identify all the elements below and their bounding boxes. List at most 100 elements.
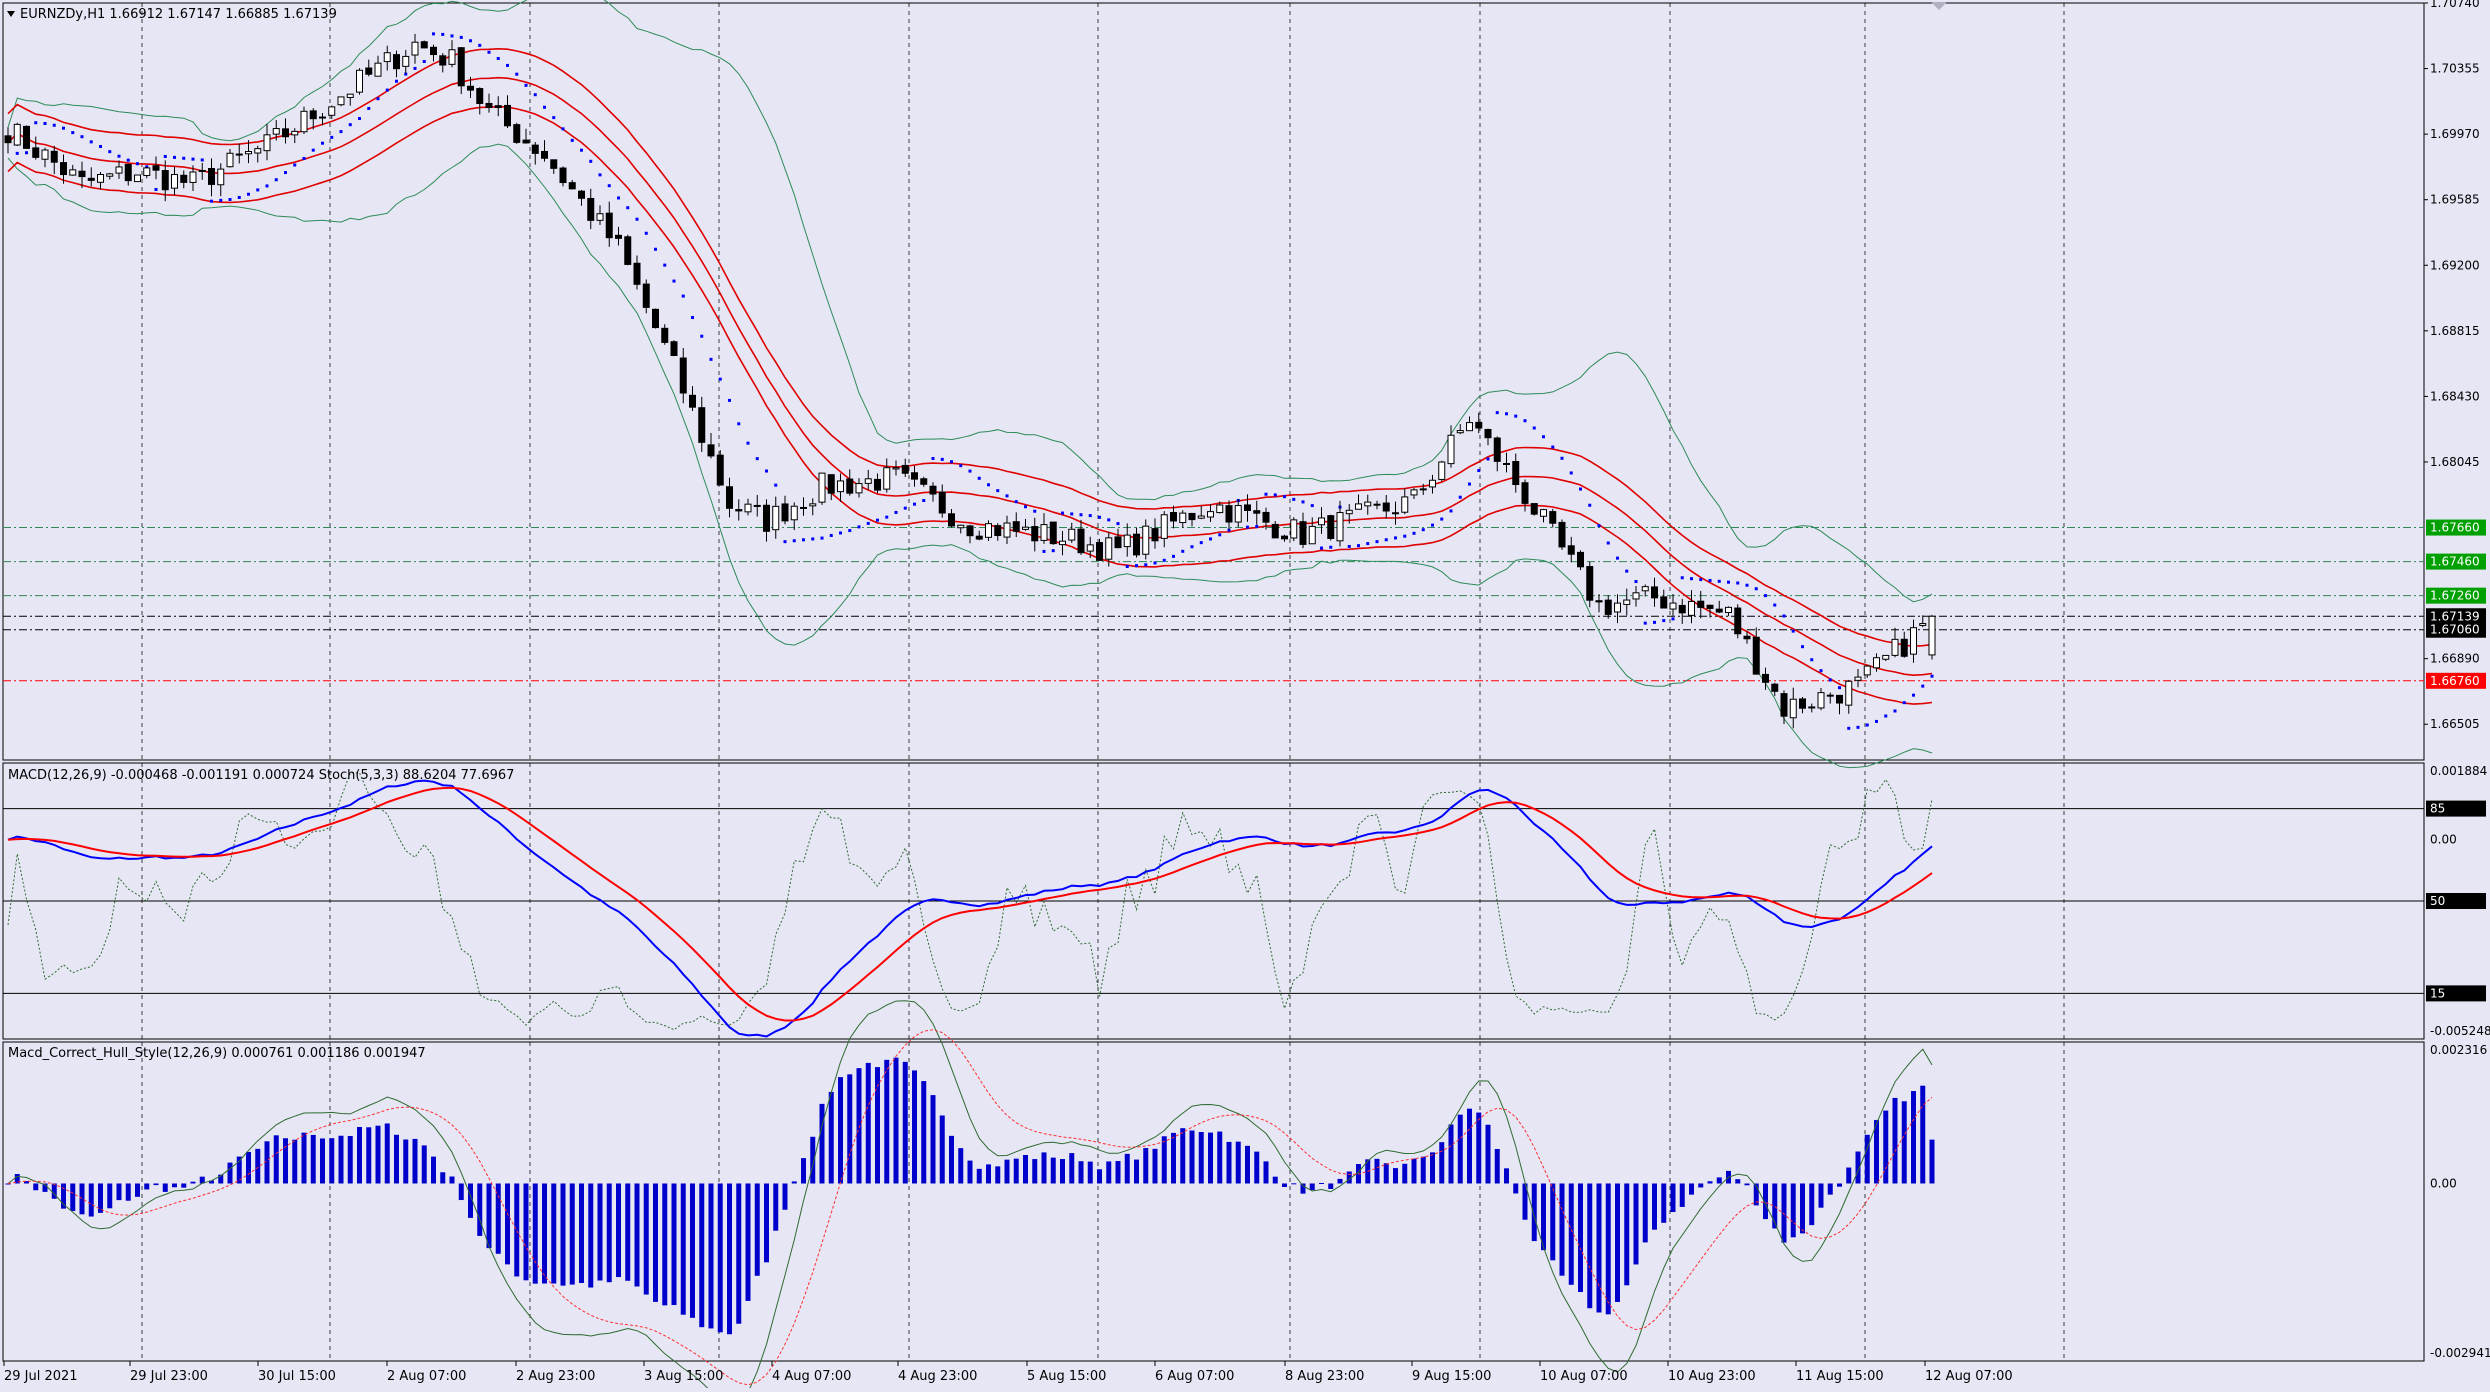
- hull-axis-label: 0.00: [2430, 1176, 2457, 1190]
- histogram-bar: [1661, 1183, 1667, 1223]
- candle: [291, 130, 299, 136]
- candle: [1336, 512, 1344, 542]
- sar-dot: [487, 50, 491, 54]
- candle: [1271, 523, 1279, 539]
- histogram-bar: [255, 1148, 261, 1184]
- sar-dot: [358, 117, 361, 121]
- candle: [78, 170, 86, 178]
- histogram-bar: [431, 1156, 436, 1184]
- sar-dot: [376, 97, 380, 101]
- candle: [1475, 421, 1483, 429]
- sar-dot: [1495, 411, 1499, 415]
- sar-dot: [1310, 504, 1314, 508]
- candle: [1503, 462, 1510, 465]
- price-label: 1.69970: [2430, 127, 2480, 141]
- histogram-bar: [1235, 1141, 1241, 1184]
- candle: [504, 104, 511, 127]
- sar-dot: [1125, 565, 1129, 569]
- price-label-box: [2426, 621, 2486, 638]
- candle: [1530, 503, 1538, 515]
- histogram-bar: [505, 1183, 510, 1265]
- histogram-bar: [70, 1183, 76, 1211]
- candle: [1928, 615, 1936, 656]
- candle: [1438, 461, 1446, 480]
- histogram-bar: [902, 1061, 908, 1184]
- candle: [846, 478, 854, 494]
- chevron-down-icon[interactable]: [7, 11, 15, 17]
- hull-macd-panel[interactable]: [2, 1041, 2425, 1362]
- candle: [864, 478, 872, 484]
- candle: [143, 167, 151, 176]
- histogram-bar: [653, 1183, 658, 1302]
- hull-title: Macd_Correct_Hull_Style(12,26,9) 0.00076…: [8, 1046, 426, 1061]
- histogram-bar: [1476, 1112, 1482, 1184]
- price-label: 1.70740: [2430, 0, 2480, 10]
- histogram-bar: [569, 1183, 575, 1285]
- candle: [901, 464, 909, 474]
- histogram-bar: [819, 1103, 825, 1184]
- histogram-bar: [643, 1183, 649, 1295]
- histogram-bar: [1254, 1151, 1260, 1184]
- histogram-bar: [1226, 1141, 1232, 1184]
- time-label: 2 Aug 07:00: [387, 1369, 466, 1384]
- sar-dot: [1856, 725, 1860, 729]
- histogram-bar: [1494, 1148, 1500, 1184]
- candle: [309, 110, 317, 120]
- candle: [1493, 437, 1501, 462]
- candle: [1447, 434, 1455, 465]
- sar-dot: [1514, 414, 1518, 418]
- histogram-bar: [1282, 1183, 1287, 1188]
- candle: [1197, 515, 1205, 519]
- sar-dot: [1847, 726, 1851, 730]
- candle: [698, 407, 706, 443]
- histogram-bar: [33, 1183, 39, 1191]
- candle: [1623, 599, 1631, 605]
- histogram-bar: [884, 1059, 890, 1184]
- histogram-bar: [1744, 1183, 1750, 1186]
- candle: [1068, 528, 1076, 541]
- shift-marker-icon[interactable]: [1931, 2, 1947, 10]
- price-panel[interactable]: [2, 2, 2425, 761]
- histogram-bar: [1818, 1183, 1824, 1208]
- histogram-bar: [1809, 1183, 1815, 1226]
- sar-dot: [1736, 581, 1740, 585]
- time-label: 29 Jul 2021: [4, 1369, 78, 1384]
- histogram-bar: [1624, 1183, 1630, 1286]
- histogram-bar: [421, 1145, 427, 1184]
- candle: [1512, 461, 1520, 486]
- sar-dot: [876, 518, 879, 522]
- sar-dot: [1782, 614, 1786, 618]
- histogram-bar: [560, 1183, 566, 1286]
- candle: [198, 169, 206, 172]
- sar-dot: [348, 123, 352, 127]
- histogram-bar: [1180, 1128, 1186, 1184]
- histogram-bar: [495, 1183, 501, 1254]
- histogram-bar: [838, 1077, 843, 1184]
- histogram-bar: [88, 1183, 94, 1217]
- sar-dot: [709, 357, 713, 361]
- candle: [735, 509, 743, 512]
- candle: [439, 55, 447, 66]
- histogram-bar: [949, 1135, 954, 1184]
- time-label: 4 Aug 23:00: [898, 1369, 977, 1384]
- price-label: 1.68815: [2430, 324, 2480, 338]
- candle: [272, 128, 280, 135]
- sar-dot: [1098, 515, 1101, 519]
- histogram-bar: [699, 1183, 705, 1328]
- sar-dot: [200, 158, 204, 162]
- histogram-bar: [680, 1183, 686, 1315]
- candle: [994, 525, 1002, 537]
- sar-dot: [1884, 714, 1888, 718]
- sar-dot: [1902, 701, 1906, 705]
- sar-dot: [1727, 580, 1730, 584]
- candle: [1234, 505, 1242, 523]
- histogram-bar: [1402, 1163, 1408, 1184]
- sar-dot: [145, 165, 149, 169]
- sar-dot: [1523, 419, 1527, 423]
- sar-dot: [1625, 569, 1629, 573]
- stoch-axis-label-box: [2426, 800, 2486, 817]
- candle: [1142, 525, 1150, 555]
- histogram-bar: [264, 1141, 270, 1184]
- sar-dot: [922, 499, 926, 503]
